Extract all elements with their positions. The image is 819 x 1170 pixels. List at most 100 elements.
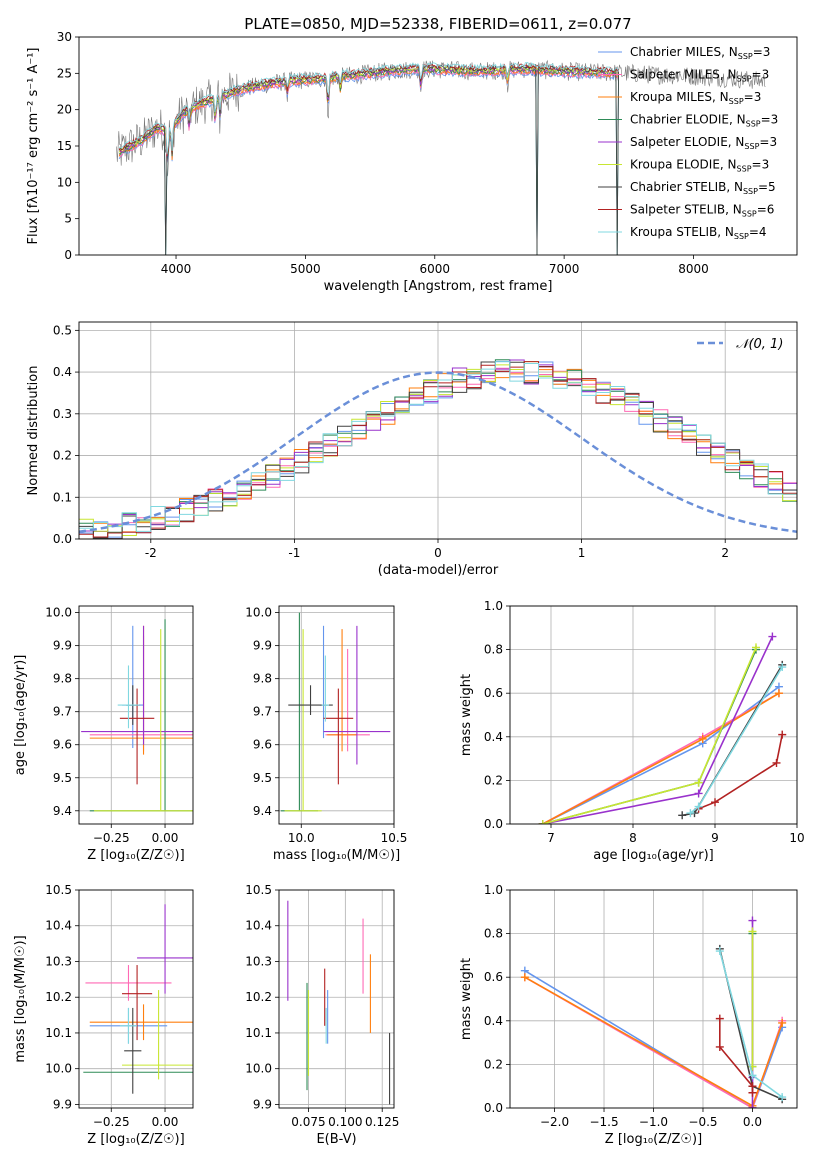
weight-marker-salpeter_stelib <box>711 798 719 807</box>
weight-marker-salpeter_elodie <box>694 789 703 798</box>
y-tick-label: 10.3 <box>245 954 272 968</box>
x-tick-label: 0.075 <box>291 1115 325 1129</box>
mass_weight_vs_z-panel: −2.0 −1.5 −1.0 −0.5 0.0 0.0 0.2 0.4 0.6 0.8 1.0 Z [… <box>459 883 798 1147</box>
weight-marker-salpeter_stelib <box>772 758 781 767</box>
y-tick-label: 10.4 <box>45 919 72 933</box>
x-tick-label: -2 <box>145 546 157 560</box>
x-tick-label: 2 <box>721 546 729 560</box>
age_vs_mass-marks <box>280 612 391 812</box>
y-tick-label: 10.5 <box>45 883 72 897</box>
age_vs_z-grid <box>79 606 193 824</box>
weight-marker-salpeter_stelib <box>748 1088 757 1097</box>
x-tick-label: 10.0 <box>288 831 315 845</box>
weight-marker-kroupa_miles <box>520 973 529 982</box>
y-tick-label: 9.9 <box>53 1097 72 1111</box>
y-axis-label: mass weight <box>459 674 474 756</box>
weight-marker-kroupa_miles <box>778 1018 787 1027</box>
spectrum-frame <box>78 36 798 256</box>
age_vs_mass-panel: 10.0 10.5 9.4 9.5 9.6 9.7 9.8 9.9 10.0 mass [log₁… <box>245 605 408 863</box>
legend-entry-salpeter_elodie: Salpeter ELODIE, NSSP=3 <box>630 135 777 151</box>
legend-entry-chabrier_elodie: Chabrier ELODIE, NSSP=3 <box>630 113 778 129</box>
y-tick-label: 9.7 <box>53 705 72 719</box>
weight-marker-kroupa_elodie <box>694 778 703 787</box>
y-tick-label: 10.0 <box>245 606 272 620</box>
weight-marker-kroupa_miles <box>774 689 783 698</box>
y-tick-label: 9.4 <box>53 804 72 818</box>
residual-hist-kroupa_stelib <box>79 361 797 532</box>
x-axis-label: mass [log₁₀(M/M☉)] <box>273 848 400 863</box>
legend-entry-chabrier_stelib: Chabrier STELIB, NSSP=5 <box>630 180 776 196</box>
mass_vs_ebv-grid <box>279 889 394 1108</box>
x-tick-label: 8000 <box>678 262 709 276</box>
legend-entry-chabrier_miles: Chabrier MILES, NSSP=3 <box>630 45 770 61</box>
age_vs_z-panel: −0.25 0.00 9.4 9.5 9.6 9.7 9.8 9.9 10.0 Z [log₁₀(… <box>13 605 194 863</box>
weight-marker-kroupa_stelib <box>778 1093 787 1102</box>
weight-marker-salpeter_stelib <box>715 1042 724 1051</box>
weight-marker-kroupa_stelib <box>694 802 703 811</box>
x-tick-label: 10.5 <box>381 831 408 845</box>
weight-marker-kroupa_elodie <box>752 643 760 652</box>
x-tick-label: −0.25 <box>93 831 130 845</box>
weight-marker-kroupa_stelib <box>778 663 787 672</box>
y-tick-label: 10.4 <box>245 919 272 933</box>
model-spectrum-chabrier_stelib <box>118 63 619 255</box>
mass_weight_vs_age-frame <box>509 605 798 825</box>
y-tick-label: 9.4 <box>253 804 272 818</box>
model-spectrum-kroupa_stelib <box>118 62 619 155</box>
weight-line-kroupa_elodie <box>542 647 757 824</box>
x-axis-label: wavelength [Angstrom, rest frame] <box>324 279 553 294</box>
y-tick-label: 1.0 <box>484 599 503 613</box>
x-axis-label: Z [log₁₀(Z/Z☉)] <box>87 848 184 863</box>
weight-marker-salpeter_elodie <box>748 916 757 925</box>
x-tick-label: 0.0 <box>743 1115 762 1129</box>
age_vs_z-marks <box>81 619 193 812</box>
y-tick-label: 10.2 <box>45 990 72 1004</box>
x-tick-label: 7000 <box>549 262 580 276</box>
y-tick-label: 10.0 <box>45 606 72 620</box>
y-tick-label: 10.3 <box>45 954 72 968</box>
y-tick-label: 9.9 <box>253 1097 272 1111</box>
x-axis-label: Z [log₁₀(Z/Z☉)] <box>87 1132 184 1147</box>
weight-marker-salpeter_stelib <box>778 730 787 739</box>
y-tick-label: 9.9 <box>253 639 272 653</box>
mass_vs_z-grid <box>79 889 193 1108</box>
x-tick-label: −1.5 <box>589 1115 618 1129</box>
x-tick-label: −0.25 <box>93 1115 130 1129</box>
x-axis-label: Z [log₁₀(Z/Z☉)] <box>605 1132 702 1147</box>
y-tick-label: 10 <box>57 175 72 189</box>
y-tick-label: 0.0 <box>53 532 72 546</box>
x-tick-label: 10 <box>789 831 804 845</box>
y-tick-label: 9.8 <box>253 672 272 686</box>
legend-entry-normal: 𝒩(0, 1) <box>736 337 783 352</box>
y-tick-label: 9.5 <box>53 771 72 785</box>
x-axis-label: (data-model)/error <box>378 563 499 578</box>
x-axis-label: age [log₁₀(age/yr)] <box>593 848 714 863</box>
y-tick-label: 20 <box>57 103 72 117</box>
y-tick-label: 0.5 <box>53 323 72 337</box>
y-tick-label: 0.3 <box>53 407 72 421</box>
spectrum-ticks: 4000 5000 6000 7000 8000 0 5 10 15 20 25 30 <box>57 30 709 276</box>
mass_vs_z-panel: −0.25 0.00 9.9 10.0 10.1 10.2 10.3 10.4 10.5 Z [l… <box>13 883 194 1147</box>
y-tick-label: 0.0 <box>484 817 503 831</box>
y-tick-label: 0.1 <box>53 490 72 504</box>
y-tick-label: 10.0 <box>45 1062 72 1076</box>
age_vs_z-frame <box>78 605 194 825</box>
model-spectrum-kroupa_miles <box>118 68 619 161</box>
age_vs_mass-frame <box>278 605 395 825</box>
x-tick-label: 0.100 <box>328 1115 362 1129</box>
spectrum-marks <box>116 59 766 255</box>
x-tick-label: 8 <box>629 831 637 845</box>
weight-marker-kroupa_miles <box>698 734 707 743</box>
x-tick-label: 9 <box>711 831 719 845</box>
x-tick-label: 7 <box>547 831 555 845</box>
y-tick-label: 0.4 <box>484 730 503 744</box>
y-tick-label: 0.2 <box>484 1057 503 1071</box>
y-tick-label: 0.4 <box>53 365 72 379</box>
model-spectrum-salpeter_elodie <box>118 66 619 159</box>
mass_vs_ebv-frame <box>278 889 395 1109</box>
model-spectrum-chabrier_elodie <box>118 67 619 255</box>
y-tick-label: 0.2 <box>484 773 503 787</box>
y-axis-label: Normed distribution <box>26 366 41 496</box>
residual-hist-chabrier_miles <box>79 360 797 538</box>
